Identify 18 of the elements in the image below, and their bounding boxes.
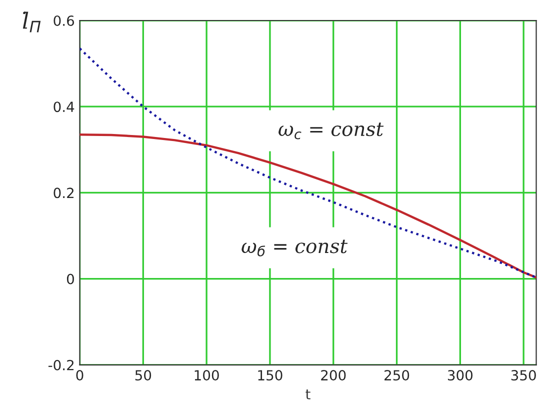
y-axis-title: l̇$_{П}$ [22,12,41,32]
y-tick-label: 0.4 [54,102,74,112]
x-tick-label: 350 [511,370,536,381]
x-tick-label: 150 [258,370,282,381]
x-tick-label: 50 [135,370,152,381]
y-tick-label: 0 [66,274,74,284]
annotation: ω$_{б}$ = const [242,240,348,256]
x-tick-label: 300 [448,370,472,381]
y-tick-label: 0.2 [54,188,74,198]
x-tick-label: 100 [194,370,219,381]
annotation: ω$_{с}$ = const [278,122,384,140]
x-tick-label: 0 [76,370,84,381]
x-tick-label: 250 [384,370,410,381]
y-tick-label: -0.2 [48,360,74,370]
x-axis-title: t [306,390,310,400]
x-tick-label: 200 [321,370,346,381]
line-series [80,47,536,279]
y-tick-label: 0.6 [54,15,74,26]
